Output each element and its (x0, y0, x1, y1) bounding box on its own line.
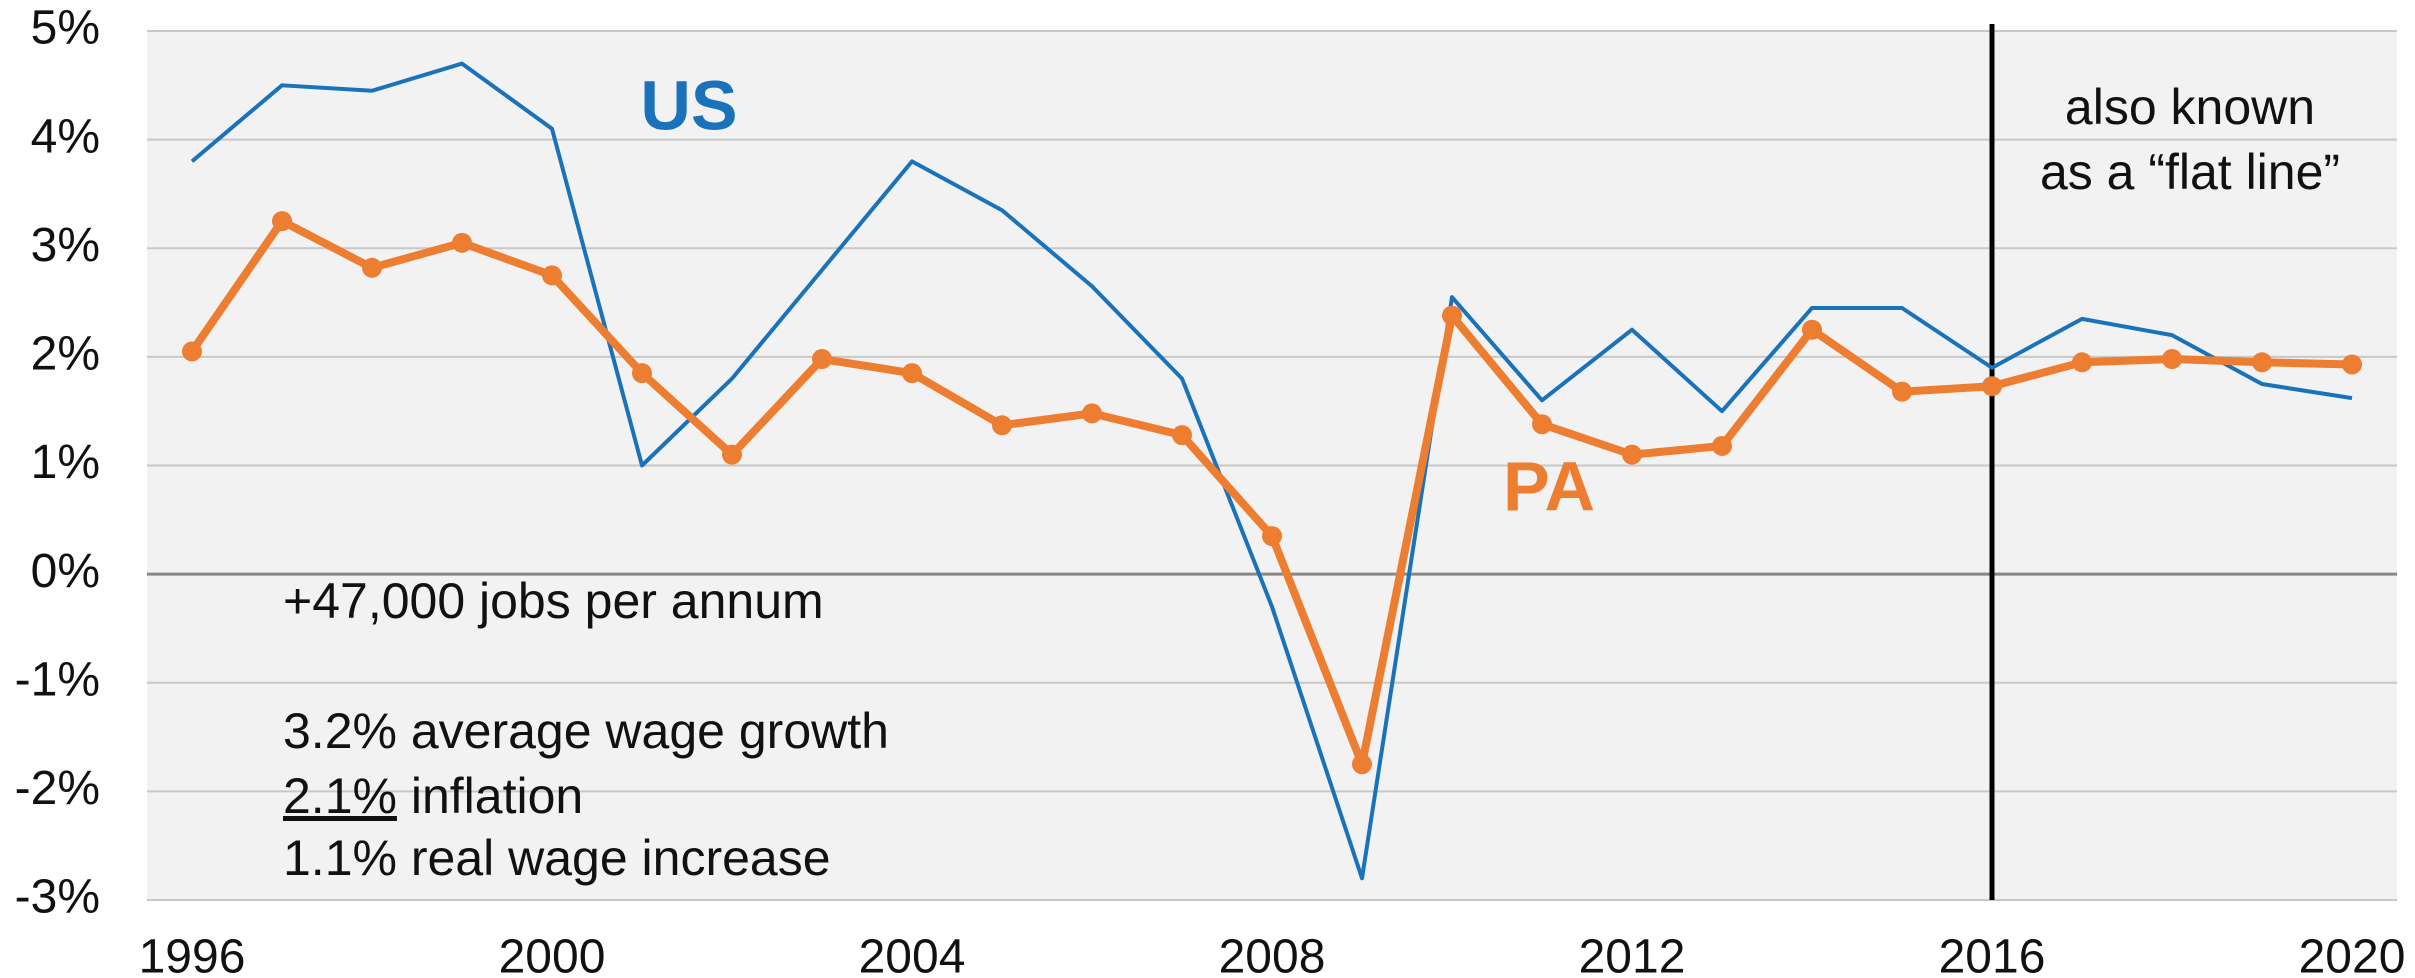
point (272, 211, 292, 232)
y-tick-label: 3% (31, 219, 100, 272)
y-tick-label: -3% (15, 871, 100, 924)
point (2342, 354, 2362, 375)
point (1892, 381, 1912, 402)
y-tick-label: 0% (31, 545, 100, 598)
point (1082, 403, 1102, 424)
point (1982, 376, 2002, 397)
series-line (190, 61, 2353, 881)
annotation: also known (2065, 79, 2315, 135)
point (2072, 352, 2092, 373)
x-tick-label: 1996 (139, 931, 246, 978)
point (182, 341, 202, 362)
y-tick-label: 1% (31, 436, 100, 489)
y-tick-label: -2% (15, 762, 100, 815)
x-tick-label: 2020 (2299, 931, 2406, 978)
y-tick-label: 2% (31, 328, 100, 381)
annotation: as a “flat line” (2040, 144, 2340, 200)
point (1442, 305, 1462, 326)
annotation: 2.1% inflation (283, 768, 583, 824)
x-tick-label: 2008 (1219, 931, 1326, 978)
point (1532, 414, 1552, 435)
point (2252, 352, 2272, 373)
point (632, 363, 652, 384)
annotation-part: inflation (397, 768, 583, 824)
point (1712, 435, 1732, 456)
x-tick-label: 2004 (859, 931, 966, 978)
annotation-part: 2.1% (283, 768, 397, 824)
y-tick-label: -1% (15, 653, 100, 706)
series-label: US (640, 66, 737, 144)
x-tick-label: 2016 (1939, 931, 2046, 978)
point (362, 257, 382, 278)
annotation: 1.1% real wage increase (283, 830, 831, 886)
lines (182, 61, 2362, 881)
point (452, 232, 472, 253)
point (1262, 526, 1282, 547)
annotation: 3.2% average wage growth (283, 703, 889, 759)
point (722, 444, 742, 465)
point (2162, 349, 2182, 370)
point (1622, 444, 1642, 465)
grid (147, 24, 2397, 901)
annotation: +47,000 jobs per annum (283, 573, 824, 629)
y-tick-label: 5% (31, 2, 100, 55)
point (542, 265, 562, 286)
y-tick-label: 4% (31, 110, 100, 163)
point (902, 363, 922, 384)
point (812, 349, 832, 370)
point (1802, 319, 1822, 340)
point (1172, 425, 1192, 446)
series-label: PA (1503, 447, 1595, 525)
x-tick-label: 2012 (1579, 931, 1686, 978)
point (1352, 754, 1372, 775)
x-tick-label: 2000 (499, 931, 606, 978)
point (992, 415, 1012, 436)
